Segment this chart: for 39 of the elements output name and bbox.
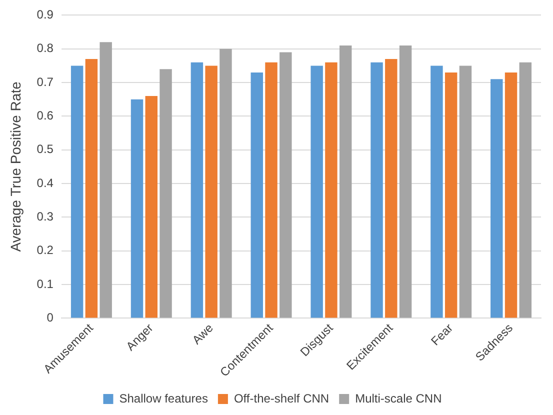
bar — [85, 58, 98, 318]
x-tick-label: Awe — [190, 320, 216, 348]
bar — [160, 69, 172, 318]
bar — [205, 66, 218, 318]
bar — [130, 99, 144, 318]
y-tick-label: 0.3 — [36, 210, 54, 224]
bar — [265, 62, 278, 318]
y-tick-label: 0.9 — [36, 8, 54, 22]
bar — [280, 52, 292, 318]
y-tick-label: 0 — [46, 310, 54, 325]
y-tick-label: 0.2 — [36, 243, 54, 258]
y-tick-label: 0.7 — [36, 74, 54, 89]
y-tick-label: 0.4 — [36, 176, 54, 190]
bar — [490, 79, 503, 318]
bar — [145, 96, 158, 318]
bar — [310, 66, 323, 318]
legend-label: Multi-scale CNN — [355, 391, 442, 406]
bar — [190, 62, 204, 318]
y-tick-label: 0.8 — [36, 41, 54, 56]
bar — [220, 48, 232, 318]
bar — [339, 46, 352, 318]
bar — [385, 58, 398, 318]
bar — [100, 42, 112, 318]
bar — [444, 72, 458, 318]
bar — [504, 72, 518, 318]
legend-label: Shallow features — [119, 391, 208, 406]
bar — [325, 62, 338, 318]
bar — [70, 66, 84, 318]
y-tick-label: 0.5 — [36, 142, 54, 156]
bar — [399, 46, 412, 318]
bar — [250, 72, 263, 318]
y-tick-label: 0.1 — [36, 276, 54, 291]
legend-label: Off-the-shelf CNN — [234, 391, 330, 406]
bar — [430, 66, 443, 318]
bar — [519, 62, 532, 318]
bar — [370, 62, 383, 318]
bar — [459, 66, 472, 318]
y-axis-title: Average True Positive Rate — [7, 81, 24, 252]
y-tick-label: 0.6 — [36, 108, 54, 123]
